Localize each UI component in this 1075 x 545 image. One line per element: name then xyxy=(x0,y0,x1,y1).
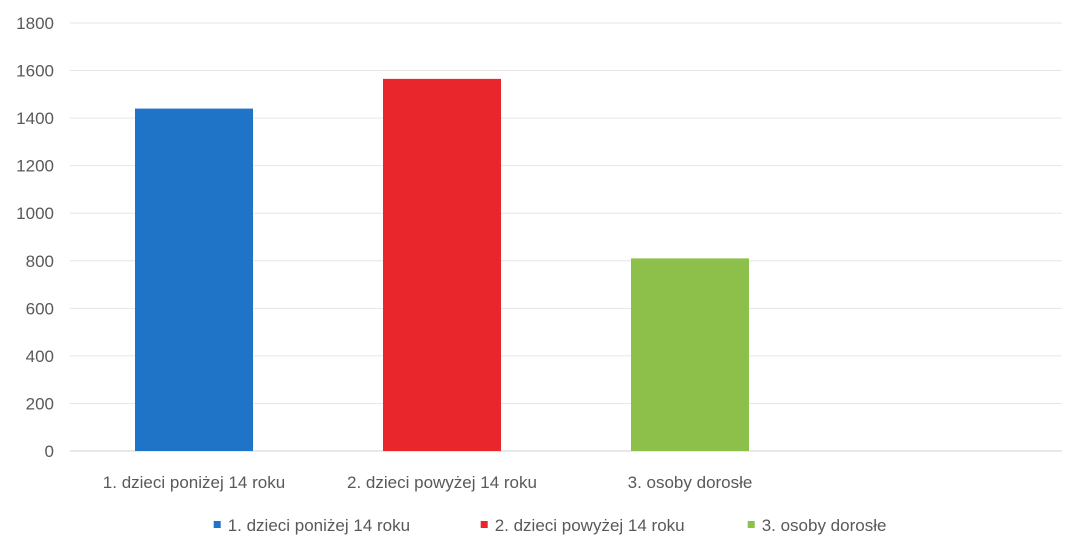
y-tick-label: 1200 xyxy=(16,157,54,176)
legend-swatch xyxy=(747,521,755,528)
y-tick-label: 1800 xyxy=(16,14,54,33)
x-category-label: 2. dzieci powyżej 14 roku xyxy=(347,473,537,492)
y-tick-label: 800 xyxy=(26,252,54,271)
legend-item: 1. dzieci poniżej 14 roku xyxy=(213,516,410,535)
bars xyxy=(135,78,749,451)
legend-item: 3. osoby dorosłe xyxy=(747,516,887,535)
legend-swatch xyxy=(480,521,488,528)
legend-label: 3. osoby dorosłe xyxy=(762,516,887,535)
legend: 1. dzieci poniżej 14 roku 2. dzieci powyż… xyxy=(213,516,887,535)
y-tick-label: 1400 xyxy=(16,109,54,128)
legend-label: 1. dzieci poniżej 14 roku xyxy=(228,516,410,535)
y-tick-label: 200 xyxy=(26,394,54,413)
bar-3 xyxy=(631,258,749,451)
bar-1 xyxy=(135,108,253,451)
y-tick-label: 1600 xyxy=(16,62,54,81)
legend-swatch xyxy=(213,521,221,528)
y-tick-label: 400 xyxy=(26,347,54,366)
x-category-label: 3. osoby dorosłe xyxy=(628,473,753,492)
y-axis-ticks: 0 200 400 600 800 1000 1200 1400 1600 1800 xyxy=(16,14,54,461)
bar-2 xyxy=(383,78,501,451)
legend-label: 2. dzieci powyżej 14 roku xyxy=(495,516,685,535)
x-category-label: 1. dzieci poniżej 14 roku xyxy=(103,473,285,492)
x-axis-labels: 1. dzieci poniżej 14 roku 2. dzieci powyż… xyxy=(103,473,753,492)
y-tick-label: 0 xyxy=(45,442,54,461)
y-tick-label: 1000 xyxy=(16,204,54,223)
y-tick-label: 600 xyxy=(26,299,54,318)
legend-item: 2. dzieci powyżej 14 roku xyxy=(480,516,685,535)
